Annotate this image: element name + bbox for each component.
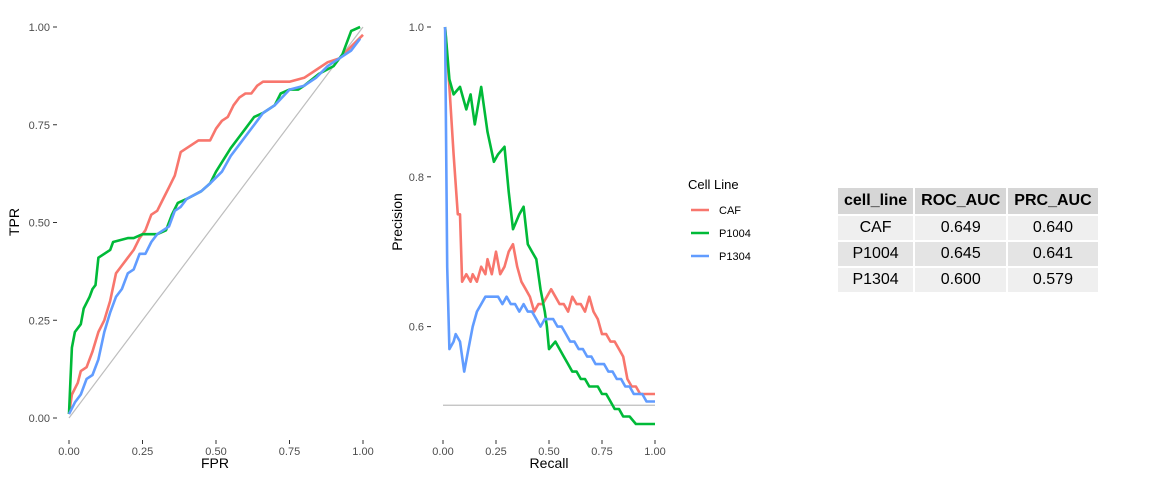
x-axis-title: Recall [530, 455, 569, 471]
auc-table: cell_line ROC_AUC PRC_AUC CAF 0.649 0.64… [835, 186, 1100, 294]
prc-plot: 0.00 0.25 0.50 0.75 1.00 0.6 0.8 1.0 Recall Preci… [389, 22, 666, 471]
x-tick-label: 0.50 [205, 446, 226, 458]
x-tick-label: 0.00 [432, 446, 453, 458]
series-line-p1004 [443, 26, 655, 426]
series-line-caf [443, 26, 655, 396]
reference-line [68, 26, 364, 419]
table-header-roc-auc: ROC_AUC [913, 186, 1009, 216]
y-tick-label: 1.00 [29, 22, 50, 34]
x-tick-label: 0.75 [591, 446, 612, 458]
table-header-row: cell_line ROC_AUC PRC_AUC [835, 186, 1100, 216]
y-tick-label: 0.8 [409, 172, 424, 184]
roc-plot: 0.00 0.25 0.50 0.75 1.00 0.00 0.25 0.50 0.75 1.00… [6, 22, 374, 471]
y-axis-title: Precision [389, 193, 405, 251]
table-cell: 0.640 [1006, 214, 1100, 242]
y-tick-label: 1.0 [409, 22, 424, 34]
legend-item-p1304: P1304 [691, 251, 751, 263]
x-tick-label: 0.25 [485, 446, 506, 458]
legend-label-p1304: P1304 [719, 251, 751, 263]
y-axis-title: TPR [6, 208, 22, 236]
table-header-cell-line: cell_line [835, 186, 916, 216]
table-row: P1304 0.600 0.579 [835, 266, 1100, 294]
x-tick-label: 1.00 [644, 446, 665, 458]
table-cell: CAF [835, 214, 916, 242]
legend: Cell Line CAF P1004 P1304 [688, 177, 751, 263]
table-header-prc-auc: PRC_AUC [1006, 186, 1100, 216]
x-tick-label: 1.00 [352, 446, 373, 458]
table-cell: P1004 [835, 240, 916, 268]
table-row: P1004 0.645 0.641 [835, 240, 1100, 268]
series-line-caf [67, 33, 364, 415]
y-tick-label: 0.75 [29, 120, 50, 132]
y-tick-label: 0.50 [29, 218, 50, 230]
series-line-p1004 [67, 25, 361, 415]
table-row: CAF 0.649 0.640 [835, 214, 1100, 242]
legend-label-p1004: P1004 [719, 228, 751, 240]
legend-title: Cell Line [688, 177, 739, 192]
series-line-p1304 [443, 26, 655, 403]
x-tick-label: 0.00 [58, 446, 79, 458]
y-tick-label: 0.6 [409, 322, 424, 334]
legend-label-caf: CAF [719, 205, 741, 217]
x-axis-title: FPR [201, 455, 229, 471]
y-tick-label: 0.25 [29, 315, 50, 327]
x-tick-label: 0.75 [279, 446, 300, 458]
legend-item-caf: CAF [691, 205, 741, 217]
table-cell: 0.641 [1006, 240, 1100, 268]
table-cell: 0.579 [1006, 266, 1100, 294]
y-tick-label: 0.00 [29, 413, 50, 425]
x-tick-label: 0.50 [538, 446, 559, 458]
x-tick-label: 0.25 [132, 446, 153, 458]
table-cell: 0.600 [913, 266, 1009, 294]
legend-item-p1004: P1004 [691, 228, 751, 240]
table-cell: 0.649 [913, 214, 1009, 242]
table-cell: 0.645 [913, 240, 1009, 268]
table-cell: P1304 [835, 266, 916, 294]
series-line-p1304 [67, 37, 362, 415]
